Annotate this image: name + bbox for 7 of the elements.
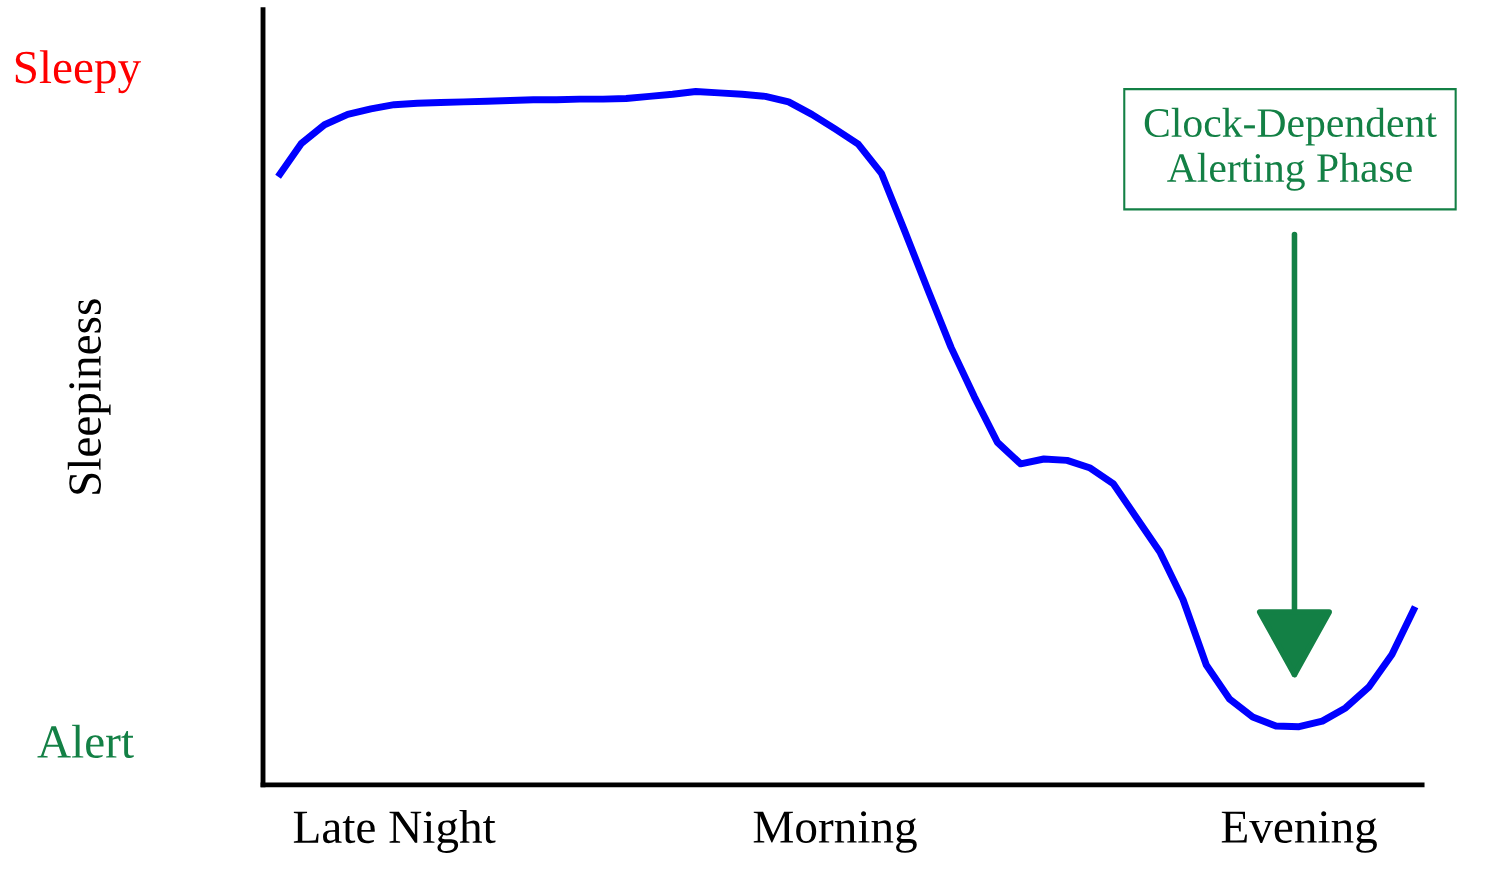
text: Sleepy <box>15 50 141 94</box>
text: Alert <box>37 724 134 758</box>
x-tick-label: Evening <box>1221 811 1377 853</box>
annotation: Clock-Dependent Alerting Phase <box>1144 107 1437 191</box>
x-tick-label: Late Night <box>293 809 496 853</box>
x-tick-label: Morning <box>753 811 917 853</box>
y-axis-title: Sleepiness <box>67 299 111 494</box>
